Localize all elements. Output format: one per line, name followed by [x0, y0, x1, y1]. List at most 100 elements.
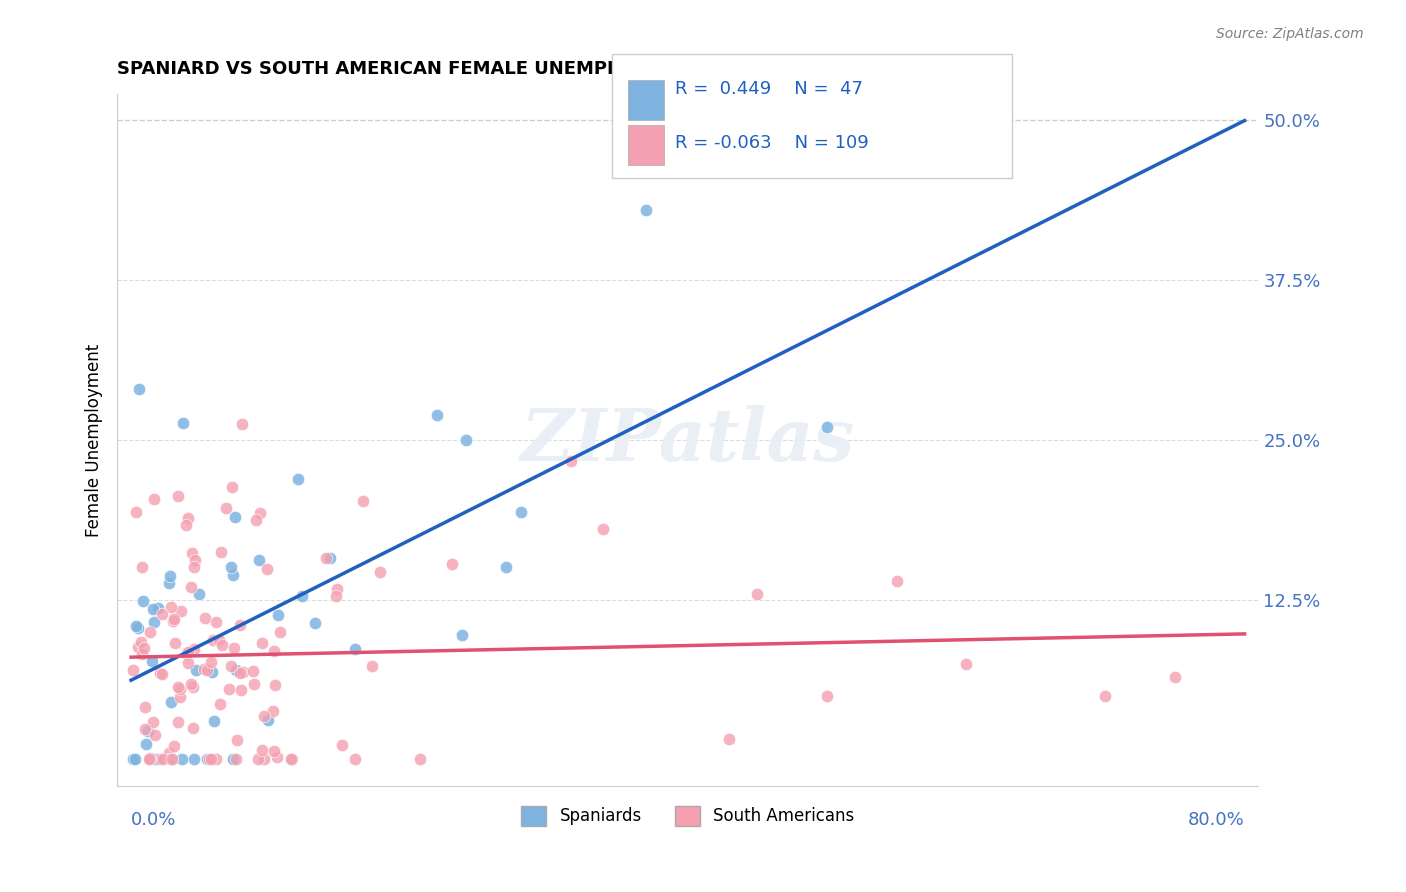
Point — [330, 739, 353, 753]
Point — [266, 749, 288, 764]
Point — [592, 522, 614, 536]
Point — [142, 492, 165, 507]
Point — [132, 641, 155, 656]
Point — [162, 615, 184, 629]
Point — [269, 625, 291, 640]
Point — [139, 752, 162, 766]
Point — [131, 648, 153, 662]
Point — [184, 664, 207, 678]
Point — [139, 751, 162, 765]
Point — [145, 752, 167, 766]
Point — [138, 752, 160, 766]
Point — [352, 494, 374, 508]
Point — [201, 633, 224, 648]
Point — [139, 752, 162, 766]
Point — [250, 743, 273, 757]
Point — [263, 678, 285, 692]
Point — [225, 732, 247, 747]
Point — [886, 574, 908, 588]
Point — [209, 698, 232, 712]
Point — [304, 616, 326, 631]
Point — [225, 663, 247, 677]
Point — [176, 511, 198, 525]
Point — [225, 752, 247, 766]
Point — [193, 610, 215, 624]
Point — [142, 615, 165, 629]
Point — [195, 752, 218, 766]
Point — [146, 601, 169, 615]
Point — [149, 752, 172, 766]
Point — [249, 506, 271, 520]
Point — [184, 553, 207, 567]
Point — [815, 420, 838, 434]
Point — [208, 633, 231, 648]
Point — [138, 625, 160, 640]
Point — [159, 752, 181, 766]
Point — [170, 604, 193, 618]
Point — [215, 501, 238, 516]
Text: R =  0.449    N =  47: R = 0.449 N = 47 — [675, 80, 863, 98]
Point — [193, 662, 215, 676]
Point — [150, 607, 173, 622]
Point — [167, 715, 190, 730]
Point — [263, 744, 285, 758]
Point — [243, 677, 266, 691]
Point — [291, 590, 314, 604]
Point — [131, 560, 153, 574]
Point — [172, 417, 194, 431]
Point — [280, 752, 302, 766]
Point — [222, 641, 245, 656]
Point — [142, 715, 165, 730]
Point — [183, 752, 205, 766]
Point — [183, 560, 205, 574]
Point — [1094, 689, 1116, 703]
Text: 80.0%: 80.0% — [1188, 812, 1244, 830]
Point — [127, 640, 149, 654]
Text: R = -0.063    N = 109: R = -0.063 N = 109 — [675, 134, 869, 152]
Point — [222, 567, 245, 582]
Point — [280, 752, 302, 766]
Point — [325, 589, 347, 603]
Point — [141, 654, 163, 668]
Point — [160, 600, 183, 615]
Point — [718, 731, 741, 746]
Point — [211, 638, 233, 652]
Point — [200, 752, 222, 766]
Point — [256, 562, 278, 576]
Point — [142, 602, 165, 616]
Point — [204, 752, 226, 766]
Point — [319, 550, 342, 565]
Point — [344, 752, 367, 766]
Point — [187, 587, 209, 601]
Point — [815, 689, 838, 703]
Point — [160, 752, 183, 766]
Point — [122, 752, 145, 766]
Point — [163, 739, 186, 754]
Point — [176, 656, 198, 670]
Point — [128, 383, 150, 397]
Point — [195, 663, 218, 677]
Point — [287, 471, 309, 485]
Point — [181, 721, 204, 735]
Point — [166, 490, 188, 504]
Point — [125, 619, 148, 633]
Point — [636, 202, 658, 217]
Point — [252, 708, 274, 723]
Point — [134, 722, 156, 736]
Text: Source: ZipAtlas.com: Source: ZipAtlas.com — [1216, 27, 1364, 41]
Point — [219, 560, 242, 574]
Point — [180, 580, 202, 594]
Point — [229, 683, 252, 698]
Point — [183, 641, 205, 656]
Point — [219, 658, 242, 673]
Point — [157, 746, 180, 760]
Point — [162, 612, 184, 626]
Point — [267, 607, 290, 622]
Point — [169, 681, 191, 696]
Point — [174, 517, 197, 532]
Point — [136, 724, 159, 739]
Point — [326, 582, 349, 596]
Point — [160, 752, 183, 766]
Point — [242, 665, 264, 679]
Point — [229, 618, 252, 632]
